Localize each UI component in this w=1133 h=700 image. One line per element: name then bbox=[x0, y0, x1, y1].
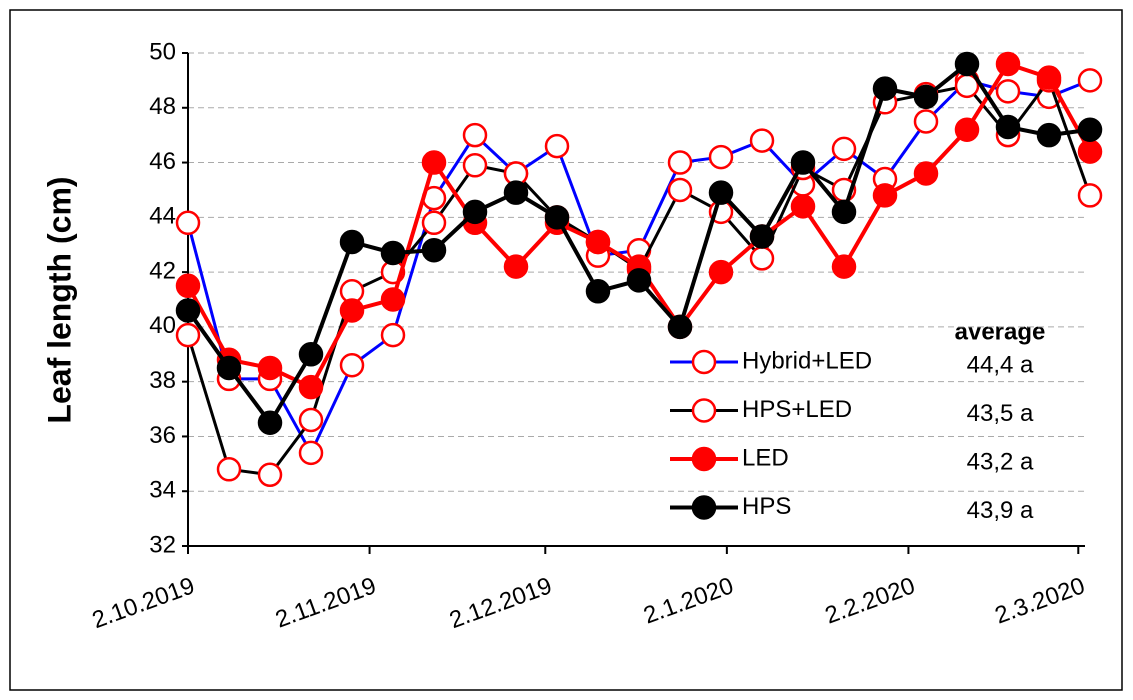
legend-label: Hybrid+LED bbox=[742, 347, 872, 374]
legend-average: 43,9 a bbox=[967, 497, 1034, 524]
data-point bbox=[872, 76, 898, 101]
data-point bbox=[831, 199, 857, 225]
y-tick-label: 46 bbox=[149, 148, 176, 175]
data-point bbox=[749, 224, 775, 249]
data-point bbox=[626, 268, 652, 293]
y-tick-label: 32 bbox=[149, 531, 176, 558]
data-point bbox=[831, 136, 857, 162]
data-point bbox=[175, 298, 201, 323]
y-tick-label: 48 bbox=[149, 93, 176, 120]
y-tick-label: 44 bbox=[149, 203, 176, 230]
data-point bbox=[339, 298, 365, 323]
data-point bbox=[954, 117, 980, 142]
data-point bbox=[1077, 117, 1103, 142]
data-point bbox=[298, 407, 324, 433]
data-point bbox=[175, 273, 201, 299]
legend-average: 43,5 a bbox=[967, 400, 1034, 427]
data-point bbox=[708, 259, 734, 285]
legend-marker bbox=[691, 349, 717, 375]
data-point bbox=[1036, 65, 1062, 90]
data-point bbox=[544, 133, 570, 159]
data-point bbox=[790, 150, 816, 175]
legend-average: 44,4 a bbox=[967, 351, 1034, 378]
y-tick-label: 50 bbox=[149, 38, 176, 65]
data-point bbox=[257, 462, 283, 488]
data-point bbox=[872, 183, 898, 208]
data-point bbox=[380, 287, 406, 312]
y-tick-label: 40 bbox=[149, 312, 176, 339]
legend-average: 43,2 a bbox=[967, 448, 1034, 475]
legend-label: HPS bbox=[742, 493, 791, 520]
data-point bbox=[175, 322, 201, 348]
data-point bbox=[462, 199, 488, 225]
data-point bbox=[462, 153, 488, 178]
data-point bbox=[667, 150, 693, 175]
data-point bbox=[175, 210, 201, 236]
data-point bbox=[995, 79, 1021, 104]
data-point bbox=[1077, 183, 1103, 208]
data-point bbox=[667, 314, 693, 340]
legend-label: HPS+LED bbox=[742, 396, 852, 423]
data-point bbox=[339, 352, 365, 378]
y-axis-title: Leaf length (cm) bbox=[41, 176, 77, 423]
legend-title: average bbox=[955, 318, 1046, 345]
data-point bbox=[421, 150, 447, 175]
data-point bbox=[831, 254, 857, 279]
data-point bbox=[995, 51, 1021, 77]
data-point bbox=[1077, 139, 1103, 164]
legend-marker bbox=[691, 446, 717, 472]
y-tick-label: 34 bbox=[149, 477, 176, 504]
data-point bbox=[954, 51, 980, 77]
legend-label: LED bbox=[742, 444, 789, 471]
data-point bbox=[298, 374, 324, 400]
data-point bbox=[790, 194, 816, 219]
data-point bbox=[216, 355, 242, 381]
data-point bbox=[257, 410, 283, 435]
legend-marker bbox=[691, 398, 717, 423]
data-point bbox=[749, 128, 775, 153]
data-point bbox=[913, 84, 939, 110]
data-point bbox=[708, 144, 734, 170]
data-point bbox=[585, 279, 611, 304]
data-point bbox=[708, 180, 734, 205]
data-point bbox=[749, 246, 775, 271]
data-point bbox=[913, 161, 939, 186]
data-point bbox=[1036, 122, 1062, 148]
data-point bbox=[298, 342, 324, 367]
data-point bbox=[421, 210, 447, 236]
data-point bbox=[1077, 68, 1103, 93]
y-tick-label: 42 bbox=[149, 257, 176, 284]
data-point bbox=[216, 457, 242, 482]
data-point bbox=[380, 322, 406, 348]
data-point bbox=[544, 205, 570, 230]
data-point bbox=[462, 122, 488, 148]
y-tick-label: 36 bbox=[149, 422, 176, 449]
legend-marker bbox=[691, 495, 717, 520]
data-point bbox=[257, 355, 283, 381]
data-point bbox=[380, 240, 406, 266]
data-point bbox=[995, 114, 1021, 140]
data-point bbox=[503, 180, 529, 205]
data-point bbox=[913, 109, 939, 134]
data-point bbox=[585, 229, 611, 255]
data-point bbox=[667, 177, 693, 203]
y-tick-label: 38 bbox=[149, 367, 176, 394]
data-point bbox=[339, 229, 365, 255]
data-point bbox=[298, 440, 324, 466]
data-point bbox=[503, 254, 529, 279]
data-point bbox=[421, 237, 447, 263]
